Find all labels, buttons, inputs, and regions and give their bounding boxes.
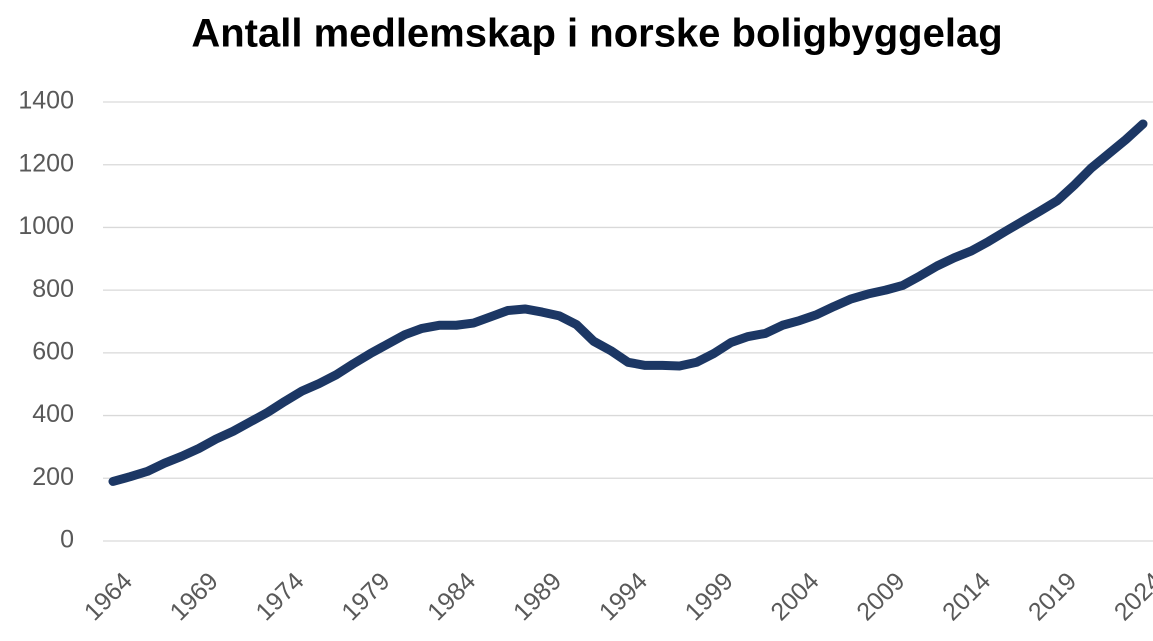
y-tick-label: 400 xyxy=(32,400,74,428)
line xyxy=(108,119,1148,486)
x-tick-label: 1964 xyxy=(79,567,138,626)
x-tick-label: 2009 xyxy=(851,567,910,626)
x-tick-label: 1989 xyxy=(508,567,567,626)
y-tick-label: 800 xyxy=(32,275,74,303)
x-tick-label: 1999 xyxy=(680,567,739,626)
y-tick-label: 0 xyxy=(60,526,74,554)
x-tick-label: 2024 xyxy=(1109,567,1153,626)
x-tick-label: 1979 xyxy=(336,567,395,626)
chart-title: Antall medlemskap i norske boligbyggelag xyxy=(191,12,1002,56)
y-tick-label: 1000 xyxy=(18,212,74,240)
y-tick-label: 200 xyxy=(32,463,74,491)
x-tick-label: 1974 xyxy=(250,567,309,626)
x-tick-label: 2014 xyxy=(937,567,996,626)
y-tick-label: 1400 xyxy=(18,87,74,115)
x-tick-label: 1984 xyxy=(422,567,481,626)
x-tick-label: 2019 xyxy=(1023,567,1082,626)
x-tick-label: 1969 xyxy=(165,567,224,626)
y-tick-label: 600 xyxy=(32,337,74,365)
x-tick-label: 2004 xyxy=(765,567,824,626)
y-tick-label: 1200 xyxy=(18,149,74,177)
x-tick-label: 1994 xyxy=(594,567,653,626)
